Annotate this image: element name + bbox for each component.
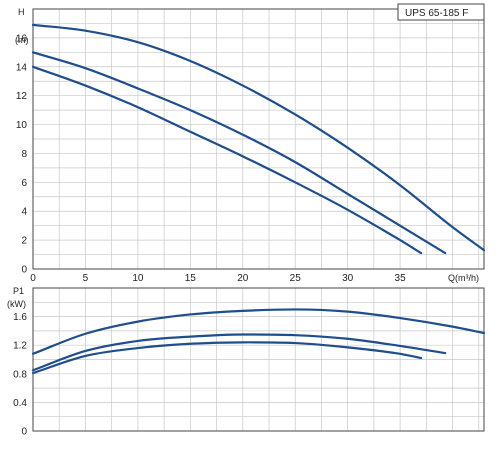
head-grid (32, 8, 484, 270)
power-y-tick-label: 0.4 (13, 398, 27, 409)
power-curve-1 (31, 308, 486, 355)
flow-x-tick-label: 20 (237, 273, 249, 284)
flow-x-tick-label: 15 (185, 273, 197, 284)
power-curve-2 (31, 333, 447, 372)
head-series (31, 23, 486, 255)
title-box (397, 3, 485, 21)
head-y-tick-label: 14 (16, 62, 28, 73)
head-y-label: H (18, 7, 25, 17)
head-y-tick-label: 16 (16, 33, 28, 44)
head-y-tick-label: 12 (16, 91, 28, 102)
power-y-ticks: 0 0.4 0.8 1.2 1.6 (13, 312, 27, 437)
power-curve-3 (31, 341, 423, 375)
head-y-tick-label: 2 (21, 236, 27, 247)
head-y-tick-label: 0 (21, 265, 27, 276)
power-series (31, 308, 486, 375)
head-y-tick-label: 6 (21, 178, 27, 189)
head-y-unit: (m) (15, 35, 29, 45)
head-curve-2 (31, 51, 447, 255)
power-y-tick-label: 0 (21, 427, 27, 438)
head-curve-1 (31, 23, 486, 252)
flow-x-label: Q(m³/h) (448, 273, 479, 283)
power-plot-frame (32, 287, 485, 432)
power-panel: 0 0.4 0.8 1.2 1.6 P1 (kW) (7, 286, 486, 438)
head-y-tick-label: 4 (21, 207, 27, 218)
flow-x-tick-label: 25 (290, 273, 302, 284)
head-x-ticks: 0 5 10 15 20 25 30 35 (30, 273, 406, 284)
flow-x-tick-label: 30 (342, 273, 354, 284)
chart-title: UPS 65-185 F (405, 8, 468, 19)
head-panel: 0 2 4 6 8 10 12 14 16 0 5 10 15 20 25 30 35 H (m) Q(m³/… (15, 3, 486, 284)
flow-x-tick-label: 10 (132, 273, 144, 284)
flow-x-tick-label: 5 (83, 273, 89, 284)
head-y-ticks: 0 2 4 6 8 10 12 14 16 (16, 33, 28, 275)
head-y-tick-label: 8 (21, 149, 27, 160)
power-y-unit: (kW) (7, 299, 26, 309)
head-plot-frame (32, 8, 485, 270)
flow-x-tick-label: 35 (395, 273, 407, 284)
power-y-label: P1 (13, 286, 24, 296)
head-y-tick-label: 10 (16, 120, 28, 131)
power-y-tick-label: 1.6 (13, 312, 27, 323)
flow-x-tick-label: 0 (30, 273, 36, 284)
head-curve-3 (31, 65, 423, 255)
power-y-tick-label: 0.8 (13, 369, 27, 380)
power-y-tick-label: 1.2 (13, 341, 27, 352)
